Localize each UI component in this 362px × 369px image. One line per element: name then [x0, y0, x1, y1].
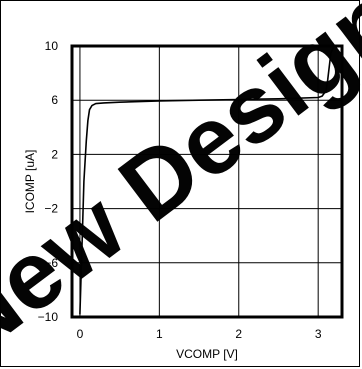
x-axis-label: VCOMP [V]	[176, 347, 238, 361]
y-tick-label: −2	[44, 202, 58, 216]
series-line-path	[79, 45, 335, 315]
y-tick-label: 2	[51, 147, 58, 161]
x-tick-label: 1	[156, 327, 163, 341]
series-line	[79, 45, 335, 315]
y-axis-label: ICOMP [uA]	[23, 150, 37, 214]
y-tick-label: 10	[45, 39, 59, 53]
x-tick-label: 3	[315, 327, 322, 341]
y-tick-label: −10	[38, 310, 59, 324]
x-tick-label: 2	[235, 327, 242, 341]
y-tick-label: −6	[44, 256, 58, 270]
plot-border	[70, 44, 344, 319]
x-tick-label: 0	[77, 327, 84, 341]
tick-labels: 0 1 2 3 −10 −6 −2 2 6 10	[38, 39, 322, 341]
y-tick-label: 6	[51, 93, 58, 107]
